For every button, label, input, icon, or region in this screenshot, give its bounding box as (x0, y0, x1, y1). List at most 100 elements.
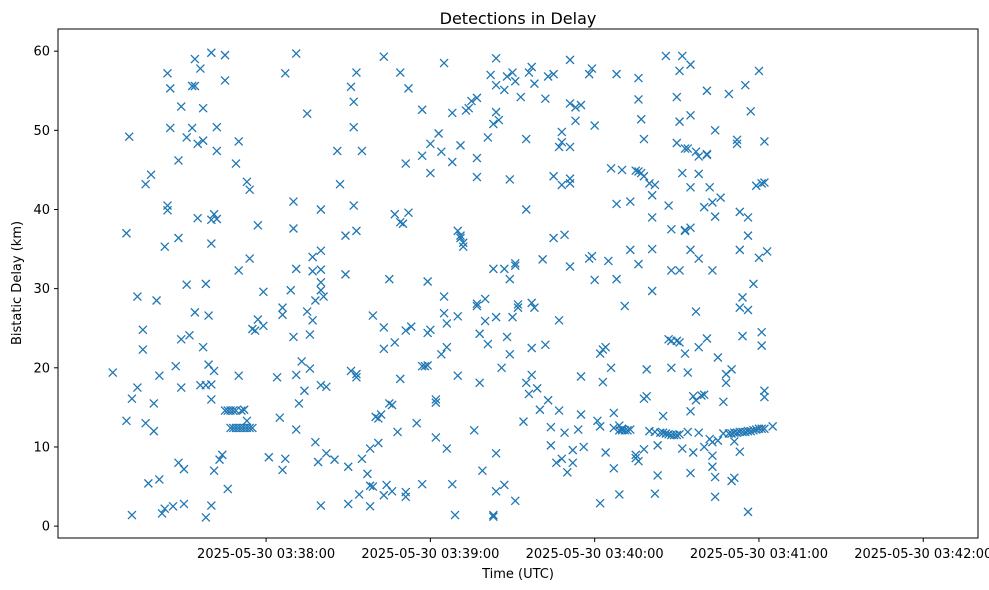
data-point (343, 462, 353, 472)
data-point (387, 486, 397, 496)
data-point (612, 69, 622, 79)
data-point (743, 231, 753, 241)
data-point (299, 386, 309, 396)
data-point (439, 308, 449, 318)
data-point (174, 155, 183, 165)
data-point (647, 190, 657, 200)
data-point (171, 361, 181, 371)
data-point (206, 239, 216, 248)
data-point (121, 228, 131, 238)
data-point (316, 501, 326, 511)
data-point (439, 58, 449, 68)
data-point (688, 391, 698, 401)
data-point (121, 416, 131, 426)
data-point (480, 316, 490, 326)
data-point (686, 245, 695, 255)
data-point (179, 464, 189, 474)
data-point (149, 398, 159, 408)
data-point (371, 412, 381, 422)
data-point (675, 265, 685, 275)
data-point (491, 80, 501, 90)
data-point (521, 134, 531, 144)
data-point (664, 201, 674, 210)
x-tick-label: 2025-05-30 03:39:00 (361, 547, 499, 562)
data-point (639, 171, 649, 181)
data-point (568, 445, 578, 455)
data-point (568, 458, 578, 468)
data-point (176, 383, 186, 393)
data-point (357, 146, 367, 156)
data-point (384, 398, 394, 408)
data-point (540, 340, 550, 350)
data-point (332, 146, 342, 156)
data-point (302, 307, 312, 317)
data-point (286, 285, 296, 295)
y-tick-label: 40 (33, 203, 50, 218)
data-point (124, 132, 134, 142)
data-point (510, 76, 520, 86)
data-point (313, 457, 323, 467)
data-point (242, 177, 252, 187)
data-point (475, 378, 485, 388)
data-point (423, 360, 433, 370)
data-point (168, 501, 178, 511)
data-point (174, 233, 183, 243)
data-point (707, 437, 717, 447)
data-point (206, 501, 216, 511)
data-point (707, 462, 717, 472)
data-point (209, 209, 219, 219)
data-point (316, 205, 326, 214)
data-point (584, 69, 594, 79)
data-point (258, 287, 268, 297)
data-point (768, 421, 778, 431)
data-point (694, 342, 704, 352)
data-point (442, 342, 452, 352)
data-point (321, 448, 331, 458)
data-point (138, 325, 148, 335)
data-point (560, 428, 570, 438)
data-point (683, 427, 693, 437)
data-point (759, 386, 769, 396)
data-point (543, 395, 553, 405)
data-point (710, 492, 720, 502)
data-point (527, 343, 537, 353)
data-point (540, 94, 550, 104)
data-point (187, 123, 197, 133)
data-point (729, 473, 739, 483)
data-point (587, 251, 597, 261)
data-point (395, 374, 405, 384)
data-point (664, 334, 674, 344)
data-point (686, 468, 695, 478)
data-point (713, 436, 723, 446)
data-point (387, 400, 397, 410)
data-point (571, 102, 580, 112)
data-point (297, 357, 307, 366)
y-tick-label: 60 (33, 45, 50, 60)
data-point (160, 504, 170, 514)
data-point (190, 307, 200, 317)
data-point (486, 70, 496, 80)
y-tick-label: 0 (42, 520, 50, 535)
data-point (141, 179, 151, 189)
data-point (686, 182, 695, 192)
data-point (395, 217, 405, 227)
data-point (234, 136, 244, 146)
data-point (650, 180, 660, 190)
data-point (330, 455, 340, 465)
data-point (587, 64, 597, 74)
data-point (236, 406, 246, 416)
data-point (598, 377, 608, 387)
data-point (308, 315, 318, 325)
x-tick-label: 2025-05-30 03:41:00 (690, 547, 828, 562)
data-point (193, 139, 203, 149)
data-point (694, 428, 704, 438)
data-point (280, 454, 290, 464)
data-point (308, 252, 318, 262)
data-point (625, 425, 635, 435)
data-point (647, 212, 657, 222)
data-point (472, 301, 482, 311)
data-point (573, 425, 583, 435)
data-point (738, 292, 747, 302)
data-point (683, 368, 693, 378)
data-point (759, 178, 769, 188)
